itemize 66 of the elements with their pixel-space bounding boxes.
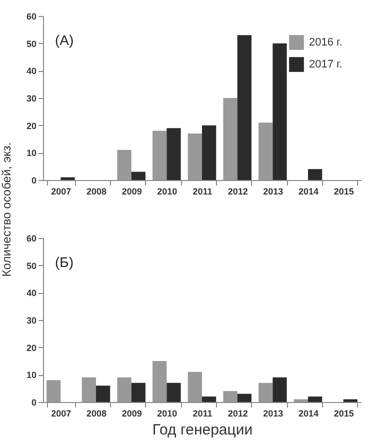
x-tick-label: 2015 [334,408,354,418]
bar [237,35,252,180]
y-tick-label: 30 [26,316,36,326]
x-tick-label: 2014 [298,186,319,196]
x-tick-label: 2008 [86,186,107,196]
bar [60,177,75,180]
x-tick-label: 2010 [157,186,178,196]
bar [188,134,202,180]
bar [202,125,216,180]
bar [117,150,132,180]
x-tick-label: 2007 [51,408,72,418]
bar [223,98,238,180]
bar [131,172,146,180]
annotation: (А) [55,32,74,48]
bar [272,377,287,402]
bar [152,130,167,180]
y-tick-label: 20 [26,120,36,131]
y-tick-label: 50 [26,260,36,271]
legend-label: 2017 г. [309,58,342,70]
x-tick-label: 2013 [263,186,284,196]
bar [131,382,146,402]
bar [237,394,252,402]
bar [46,380,61,402]
y-tick-label: 10 [26,148,36,158]
y-tick-label: 0 [31,398,36,408]
bar [223,391,238,402]
y-tick-label: 30 [26,94,36,104]
bar [343,399,358,402]
bar [202,396,216,402]
annotation: (Б) [55,254,74,270]
x-axis-title: Год генерации [152,422,253,438]
bar [96,386,110,402]
bar [308,169,322,180]
bar [188,372,202,402]
x-tick-label: 2011 [192,186,212,196]
bar [258,382,273,402]
y-tick-label: 20 [26,342,36,353]
legend-label: 2016 г. [309,36,342,48]
bar [82,377,96,402]
bar [152,361,167,402]
x-tick-label: 2013 [263,408,284,418]
bar [166,382,181,402]
bar [272,43,287,180]
x-tick-label: 2008 [86,408,107,418]
x-tick-label: 2014 [298,408,319,418]
y-tick-label: 60 [26,12,36,22]
x-tick-label: 2015 [334,186,354,196]
y-tick-label: 0 [31,176,36,186]
y-axis-title: Количество особей, экз. [0,142,14,277]
bar [294,399,308,402]
x-tick-label: 2011 [192,408,212,418]
y-tick-label: 10 [26,370,36,380]
x-tick-label: 2009 [122,186,142,196]
x-tick-label: 2012 [228,186,248,196]
bar [258,122,273,180]
bar [308,396,322,402]
x-tick-label: 2010 [157,408,178,418]
bar [166,128,181,180]
y-tick-label: 60 [26,234,36,244]
x-tick-label: 2012 [228,408,248,418]
x-tick-label: 2009 [122,408,142,418]
y-tick-label: 40 [26,288,36,298]
y-tick-label: 40 [26,66,36,76]
bar [117,377,132,402]
y-tick-label: 50 [26,38,36,49]
x-tick-label: 2007 [51,186,72,196]
